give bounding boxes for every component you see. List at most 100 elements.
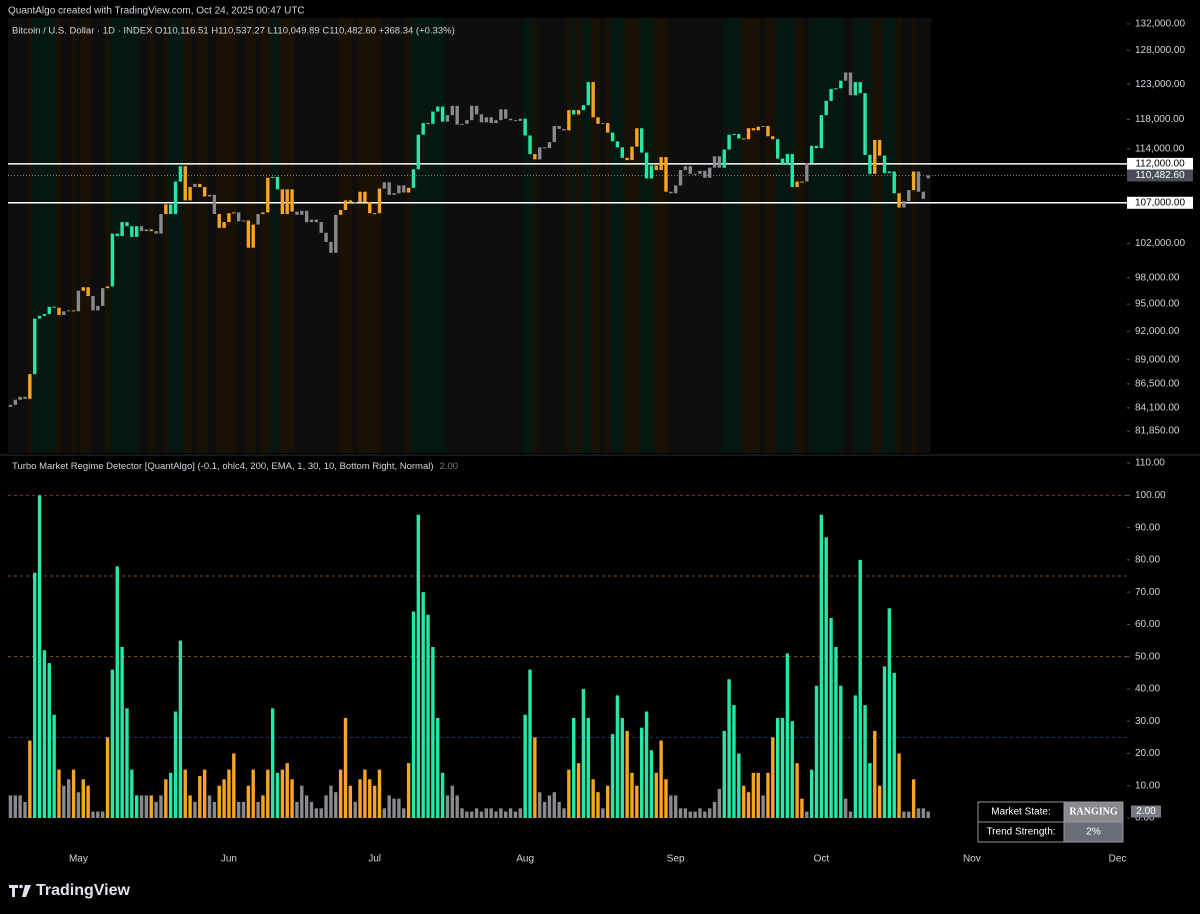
histogram-bar	[363, 769, 367, 818]
candle	[227, 213, 231, 223]
candle	[324, 232, 328, 242]
candle	[309, 219, 314, 223]
regime-tint	[673, 18, 679, 453]
regime-tint	[381, 18, 387, 453]
y-tick-label: 86,500.00	[1135, 379, 1180, 390]
regime-tint	[852, 18, 858, 453]
regime-tint	[27, 18, 33, 453]
candle	[33, 318, 37, 375]
histogram-bar	[329, 785, 333, 818]
histogram-bar	[712, 801, 717, 818]
regime-tint	[551, 18, 557, 453]
x-tick-label: Oct	[814, 854, 830, 865]
histogram-bar	[440, 772, 445, 818]
regime-tint	[216, 18, 222, 453]
candle	[300, 210, 304, 215]
histogram-bar	[343, 717, 348, 818]
histogram-bar	[188, 795, 192, 818]
histogram-bar	[47, 663, 51, 818]
candle	[824, 100, 828, 116]
regime-background	[8, 18, 931, 453]
regime-tint	[241, 18, 246, 453]
y-tick-label: 95,000.00	[1135, 299, 1180, 310]
histogram-bar	[246, 785, 251, 818]
histogram-bar	[877, 785, 882, 818]
candle	[542, 147, 547, 149]
regime-tint	[401, 18, 407, 453]
regime-tint	[508, 18, 514, 453]
logo: TradingView	[9, 882, 131, 899]
histogram-bar	[300, 785, 304, 818]
y-tick-label: 92,000.00	[1135, 326, 1180, 337]
histogram-bar	[222, 779, 226, 818]
histogram-bar	[372, 785, 377, 818]
histogram-bar	[426, 614, 430, 818]
candle	[42, 314, 47, 316]
regime-tint	[678, 18, 683, 453]
histogram-bar	[557, 801, 561, 818]
candle	[460, 123, 464, 125]
histogram-bar	[892, 672, 896, 818]
candle	[489, 117, 493, 124]
x-tick-label: Sep	[667, 854, 685, 865]
candle	[37, 315, 42, 319]
candle	[266, 177, 270, 213]
regime-tint	[809, 18, 815, 453]
candle	[533, 154, 537, 160]
brand: TradingView	[36, 882, 131, 899]
histogram-bar	[42, 650, 47, 818]
candle	[853, 82, 858, 96]
histogram-bar	[664, 779, 668, 818]
last-price-box	[1127, 169, 1193, 182]
candle	[125, 222, 129, 227]
table-key: Trend Strength:	[986, 827, 1055, 838]
candle	[780, 158, 785, 164]
histogram-bar	[499, 808, 503, 818]
regime-tint	[692, 18, 698, 453]
candle	[62, 311, 66, 315]
candle	[552, 125, 556, 143]
candle	[518, 118, 522, 121]
regime-tint	[916, 18, 921, 453]
regime-tint	[901, 18, 907, 453]
regime-tint	[697, 18, 703, 453]
candle	[23, 396, 27, 399]
candle	[562, 128, 566, 131]
candle	[897, 193, 901, 208]
candle	[630, 146, 634, 161]
candle	[193, 183, 197, 188]
histogram-bar	[542, 801, 547, 818]
regime-tint	[357, 18, 363, 453]
regime-tint	[391, 18, 397, 453]
regime-tint	[474, 18, 480, 453]
histogram-bar	[154, 801, 158, 818]
regime-tint	[459, 18, 465, 453]
histogram-bar	[450, 785, 455, 818]
regime-tint	[12, 18, 18, 453]
candle	[673, 185, 678, 194]
regime-tint	[37, 18, 42, 453]
candle	[683, 166, 688, 171]
candle	[494, 120, 498, 124]
histogram-bar	[198, 776, 202, 818]
regime-tint	[580, 18, 586, 453]
candle	[261, 212, 265, 215]
regime-tint	[318, 18, 324, 453]
regime-tint	[532, 18, 538, 453]
regime-tint	[17, 18, 23, 453]
regime-tint	[464, 18, 470, 453]
y-tick-label: 84,100.00	[1135, 403, 1180, 414]
histogram-bar	[606, 785, 610, 818]
histogram-bar	[13, 795, 17, 818]
histogram-bar	[334, 792, 338, 818]
regime-tint	[746, 18, 751, 453]
histogram-bar	[547, 795, 552, 818]
regime-tint	[8, 18, 13, 453]
regime-tint	[687, 18, 693, 453]
regime-tint	[925, 18, 931, 453]
candle	[236, 212, 241, 222]
candle	[270, 176, 275, 178]
candle	[528, 135, 532, 155]
regime-tint	[639, 18, 645, 453]
regime-tint	[517, 18, 523, 453]
